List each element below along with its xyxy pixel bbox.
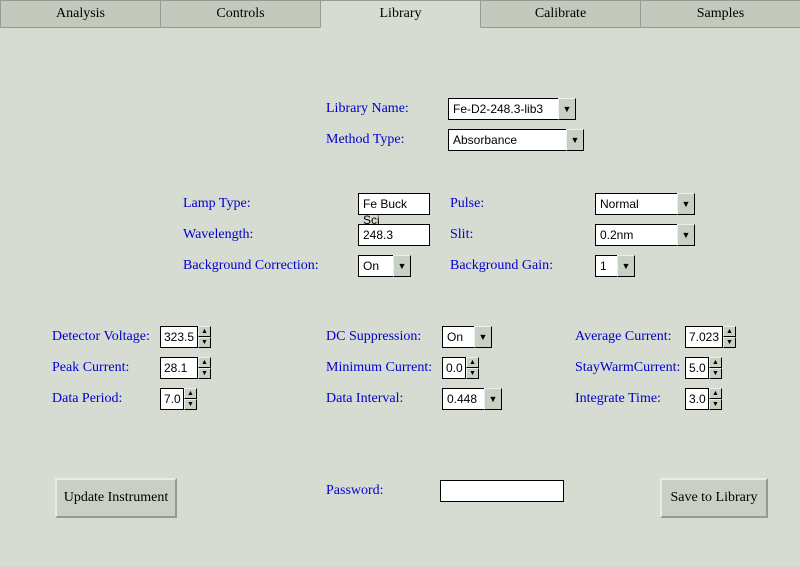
pulse-combo[interactable]: Normal ▼ — [595, 193, 695, 215]
chevron-down-icon[interactable]: ▼ — [677, 193, 695, 215]
label-detector-voltage: Detector Voltage: — [52, 329, 150, 345]
label-peak-current: Peak Current: — [52, 360, 129, 376]
background-correction-value: On — [358, 255, 393, 277]
label-background-correction: Background Correction: — [183, 258, 319, 274]
chevron-down-icon[interactable]: ▼ — [393, 255, 411, 277]
tab-samples[interactable]: Samples — [640, 0, 800, 27]
chevron-down-icon[interactable]: ▼ — [617, 255, 635, 277]
label-pulse: Pulse: — [450, 196, 484, 212]
background-gain-value: 1 — [595, 255, 617, 277]
spin-up-icon[interactable]: ▲ — [198, 357, 211, 368]
label-wavelength: Wavelength: — [183, 227, 253, 243]
label-integrate-time: Integrate Time: — [575, 391, 661, 407]
spin-down-icon[interactable]: ▼ — [184, 399, 197, 410]
peak-current-value: 28.1 — [160, 357, 198, 379]
lamp-type-input[interactable]: Fe Buck Sci — [358, 193, 430, 215]
spin-up-icon[interactable]: ▲ — [466, 357, 479, 368]
spin-up-icon[interactable]: ▲ — [198, 326, 211, 337]
average-current-spinner[interactable]: 7.023 ▲▼ — [685, 326, 736, 348]
label-average-current: Average Current: — [575, 329, 672, 345]
chevron-down-icon[interactable]: ▼ — [558, 98, 576, 120]
slit-combo[interactable]: 0.2nm ▼ — [595, 224, 695, 246]
staywarm-current-spinner[interactable]: 5.0 ▲▼ — [685, 357, 722, 379]
data-period-value: 7.0 — [160, 388, 184, 410]
data-interval-combo[interactable]: 0.448 s ▼ — [442, 388, 502, 410]
spin-up-icon[interactable]: ▲ — [184, 388, 197, 399]
spin-up-icon[interactable]: ▲ — [709, 388, 722, 399]
integrate-time-spinner[interactable]: 3.0 ▲▼ — [685, 388, 722, 410]
tab-analysis[interactable]: Analysis — [0, 0, 161, 27]
library-name-combo[interactable]: Fe-D2-248.3-lib3 ▼ — [448, 98, 576, 120]
label-library-name: Library Name: — [326, 101, 409, 117]
label-data-period: Data Period: — [52, 391, 122, 407]
data-interval-value: 0.448 s — [442, 388, 484, 410]
wavelength-input[interactable]: 248.3 — [358, 224, 430, 246]
tab-bar: Analysis Controls Library Calibrate Samp… — [0, 0, 800, 28]
chevron-down-icon[interactable]: ▼ — [677, 224, 695, 246]
chevron-down-icon[interactable]: ▼ — [474, 326, 492, 348]
dc-suppression-combo[interactable]: On ▼ — [442, 326, 492, 348]
spin-up-icon[interactable]: ▲ — [709, 357, 722, 368]
tab-library[interactable]: Library — [320, 0, 481, 28]
background-correction-combo[interactable]: On ▼ — [358, 255, 411, 277]
label-dc-suppression: DC Suppression: — [326, 329, 421, 345]
library-panel: Library Name: Fe-D2-248.3-lib3 ▼ Method … — [0, 28, 800, 567]
dc-suppression-value: On — [442, 326, 474, 348]
label-background-gain: Background Gain: — [450, 258, 553, 274]
label-lamp-type: Lamp Type: — [183, 196, 251, 212]
spin-up-icon[interactable]: ▲ — [723, 326, 736, 337]
minimum-current-value: 0.0 — [442, 357, 466, 379]
staywarm-current-value: 5.0 — [685, 357, 709, 379]
chevron-down-icon[interactable]: ▼ — [484, 388, 502, 410]
pulse-value: Normal — [595, 193, 677, 215]
tab-controls[interactable]: Controls — [160, 0, 321, 27]
detector-voltage-spinner[interactable]: 323.5 ▲▼ — [160, 326, 211, 348]
spin-down-icon[interactable]: ▼ — [198, 368, 211, 379]
save-to-library-button[interactable]: Save to Library — [660, 478, 768, 518]
label-password: Password: — [326, 483, 384, 499]
label-data-interval: Data Interval: — [326, 391, 403, 407]
label-method-type: Method Type: — [326, 132, 404, 148]
spin-down-icon[interactable]: ▼ — [198, 337, 211, 348]
chevron-down-icon[interactable]: ▼ — [566, 129, 584, 151]
average-current-value: 7.023 — [685, 326, 723, 348]
tab-calibrate[interactable]: Calibrate — [480, 0, 641, 27]
update-instrument-button[interactable]: Update Instrument — [55, 478, 177, 518]
minimum-current-spinner[interactable]: 0.0 ▲▼ — [442, 357, 479, 379]
peak-current-spinner[interactable]: 28.1 ▲▼ — [160, 357, 211, 379]
detector-voltage-value: 323.5 — [160, 326, 198, 348]
background-gain-combo[interactable]: 1 ▼ — [595, 255, 635, 277]
method-type-combo[interactable]: Absorbance Air/Acety ▼ — [448, 129, 584, 151]
label-slit: Slit: — [450, 227, 473, 243]
spin-down-icon[interactable]: ▼ — [709, 368, 722, 379]
data-period-spinner[interactable]: 7.0 ▲▼ — [160, 388, 197, 410]
label-minimum-current: Minimum Current: — [326, 360, 432, 376]
spin-down-icon[interactable]: ▼ — [709, 399, 722, 410]
label-staywarm-current: StayWarmCurrent: — [575, 360, 680, 376]
library-name-value: Fe-D2-248.3-lib3 — [448, 98, 558, 120]
integrate-time-value: 3.0 — [685, 388, 709, 410]
spin-down-icon[interactable]: ▼ — [466, 368, 479, 379]
method-type-value: Absorbance Air/Acety — [448, 129, 566, 151]
password-input[interactable] — [440, 480, 564, 502]
spin-down-icon[interactable]: ▼ — [723, 337, 736, 348]
slit-value: 0.2nm — [595, 224, 677, 246]
